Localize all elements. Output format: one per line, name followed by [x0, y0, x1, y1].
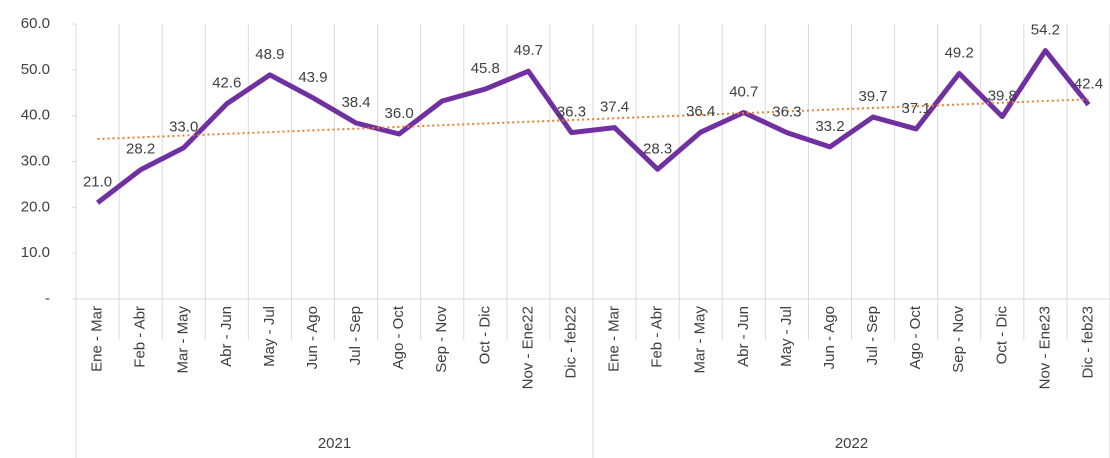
y-tick-label: 30.0: [21, 152, 50, 169]
x-tick-label: Abr - Jun: [735, 306, 752, 367]
data-label: 42.4: [1074, 76, 1103, 93]
data-label: 48.9: [255, 46, 284, 63]
x-tick-label: Oct - Dic: [476, 306, 493, 365]
data-label: 38.4: [341, 94, 370, 111]
y-tick-label: -: [45, 290, 50, 307]
data-label: 49.2: [945, 44, 974, 61]
x-tick-label: Abr - Jun: [218, 306, 235, 367]
x-tick-label: Ene - Mar: [89, 306, 106, 372]
x-tick-label: Sep - Nov: [950, 306, 967, 373]
data-label: 36.3: [772, 104, 801, 121]
data-label: 39.8: [988, 88, 1017, 105]
x-tick-label: Feb - Abr: [132, 306, 149, 368]
data-label: 21.0: [83, 174, 112, 191]
data-label: 42.6: [212, 75, 241, 92]
data-label: 28.3: [643, 140, 672, 157]
data-label: 33.2: [815, 118, 844, 135]
data-label: 36.0: [385, 105, 414, 122]
x-tick-label: May - Jul: [261, 306, 278, 367]
x-tick-label: Nov - Ene22: [519, 306, 536, 389]
x-tick-label: Nov - Ene23: [1036, 306, 1053, 389]
data-line: [96, 48, 1091, 205]
y-tick-label: 60.0: [21, 15, 50, 32]
data-label: 36.4: [686, 103, 715, 120]
group-label: 2022: [835, 435, 868, 452]
data-label: 45.8: [471, 60, 500, 77]
x-tick-label: May - Jul: [778, 306, 795, 367]
y-tick-label: 40.0: [21, 107, 50, 124]
x-tick-label: Ene - Mar: [606, 306, 623, 372]
x-tick-label: Jun - Ago: [821, 306, 838, 369]
data-label: 49.7: [514, 42, 543, 59]
data-label: 43.9: [298, 69, 327, 86]
y-tick-label: 50.0: [21, 61, 50, 78]
data-label: 28.2: [126, 141, 155, 158]
x-tick-label: Oct - Dic: [993, 306, 1010, 365]
data-label: 37.4: [600, 99, 629, 116]
group-label: 2021: [318, 435, 351, 452]
data-label: 37.1: [902, 100, 931, 117]
x-tick-label: Ago - Oct: [390, 305, 407, 369]
data-label: 39.7: [858, 88, 887, 105]
trendline: [97, 98, 1089, 141]
x-tick-label: Mar - May: [175, 306, 192, 374]
x-tick-label: Dic - feb22: [562, 306, 579, 379]
data-label: 54.2: [1031, 22, 1060, 39]
data-label: 36.3: [557, 104, 586, 121]
y-tick-label: 10.0: [21, 244, 50, 261]
x-tick-label: Dic - feb23: [1079, 306, 1096, 379]
x-tick-label: Jul - Sep: [347, 306, 364, 365]
x-tick-label: Feb - Abr: [649, 306, 666, 368]
data-label: 40.7: [729, 83, 758, 100]
x-tick-label: Sep - Nov: [433, 306, 450, 373]
x-tick-label: Jul - Sep: [864, 306, 881, 365]
x-tick-label: Mar - May: [692, 306, 709, 374]
x-tick-label: Jun - Ago: [304, 306, 321, 369]
data-label: 33.0: [169, 119, 198, 136]
x-tick-label: Ago - Oct: [907, 305, 924, 369]
y-tick-label: 20.0: [21, 198, 50, 215]
